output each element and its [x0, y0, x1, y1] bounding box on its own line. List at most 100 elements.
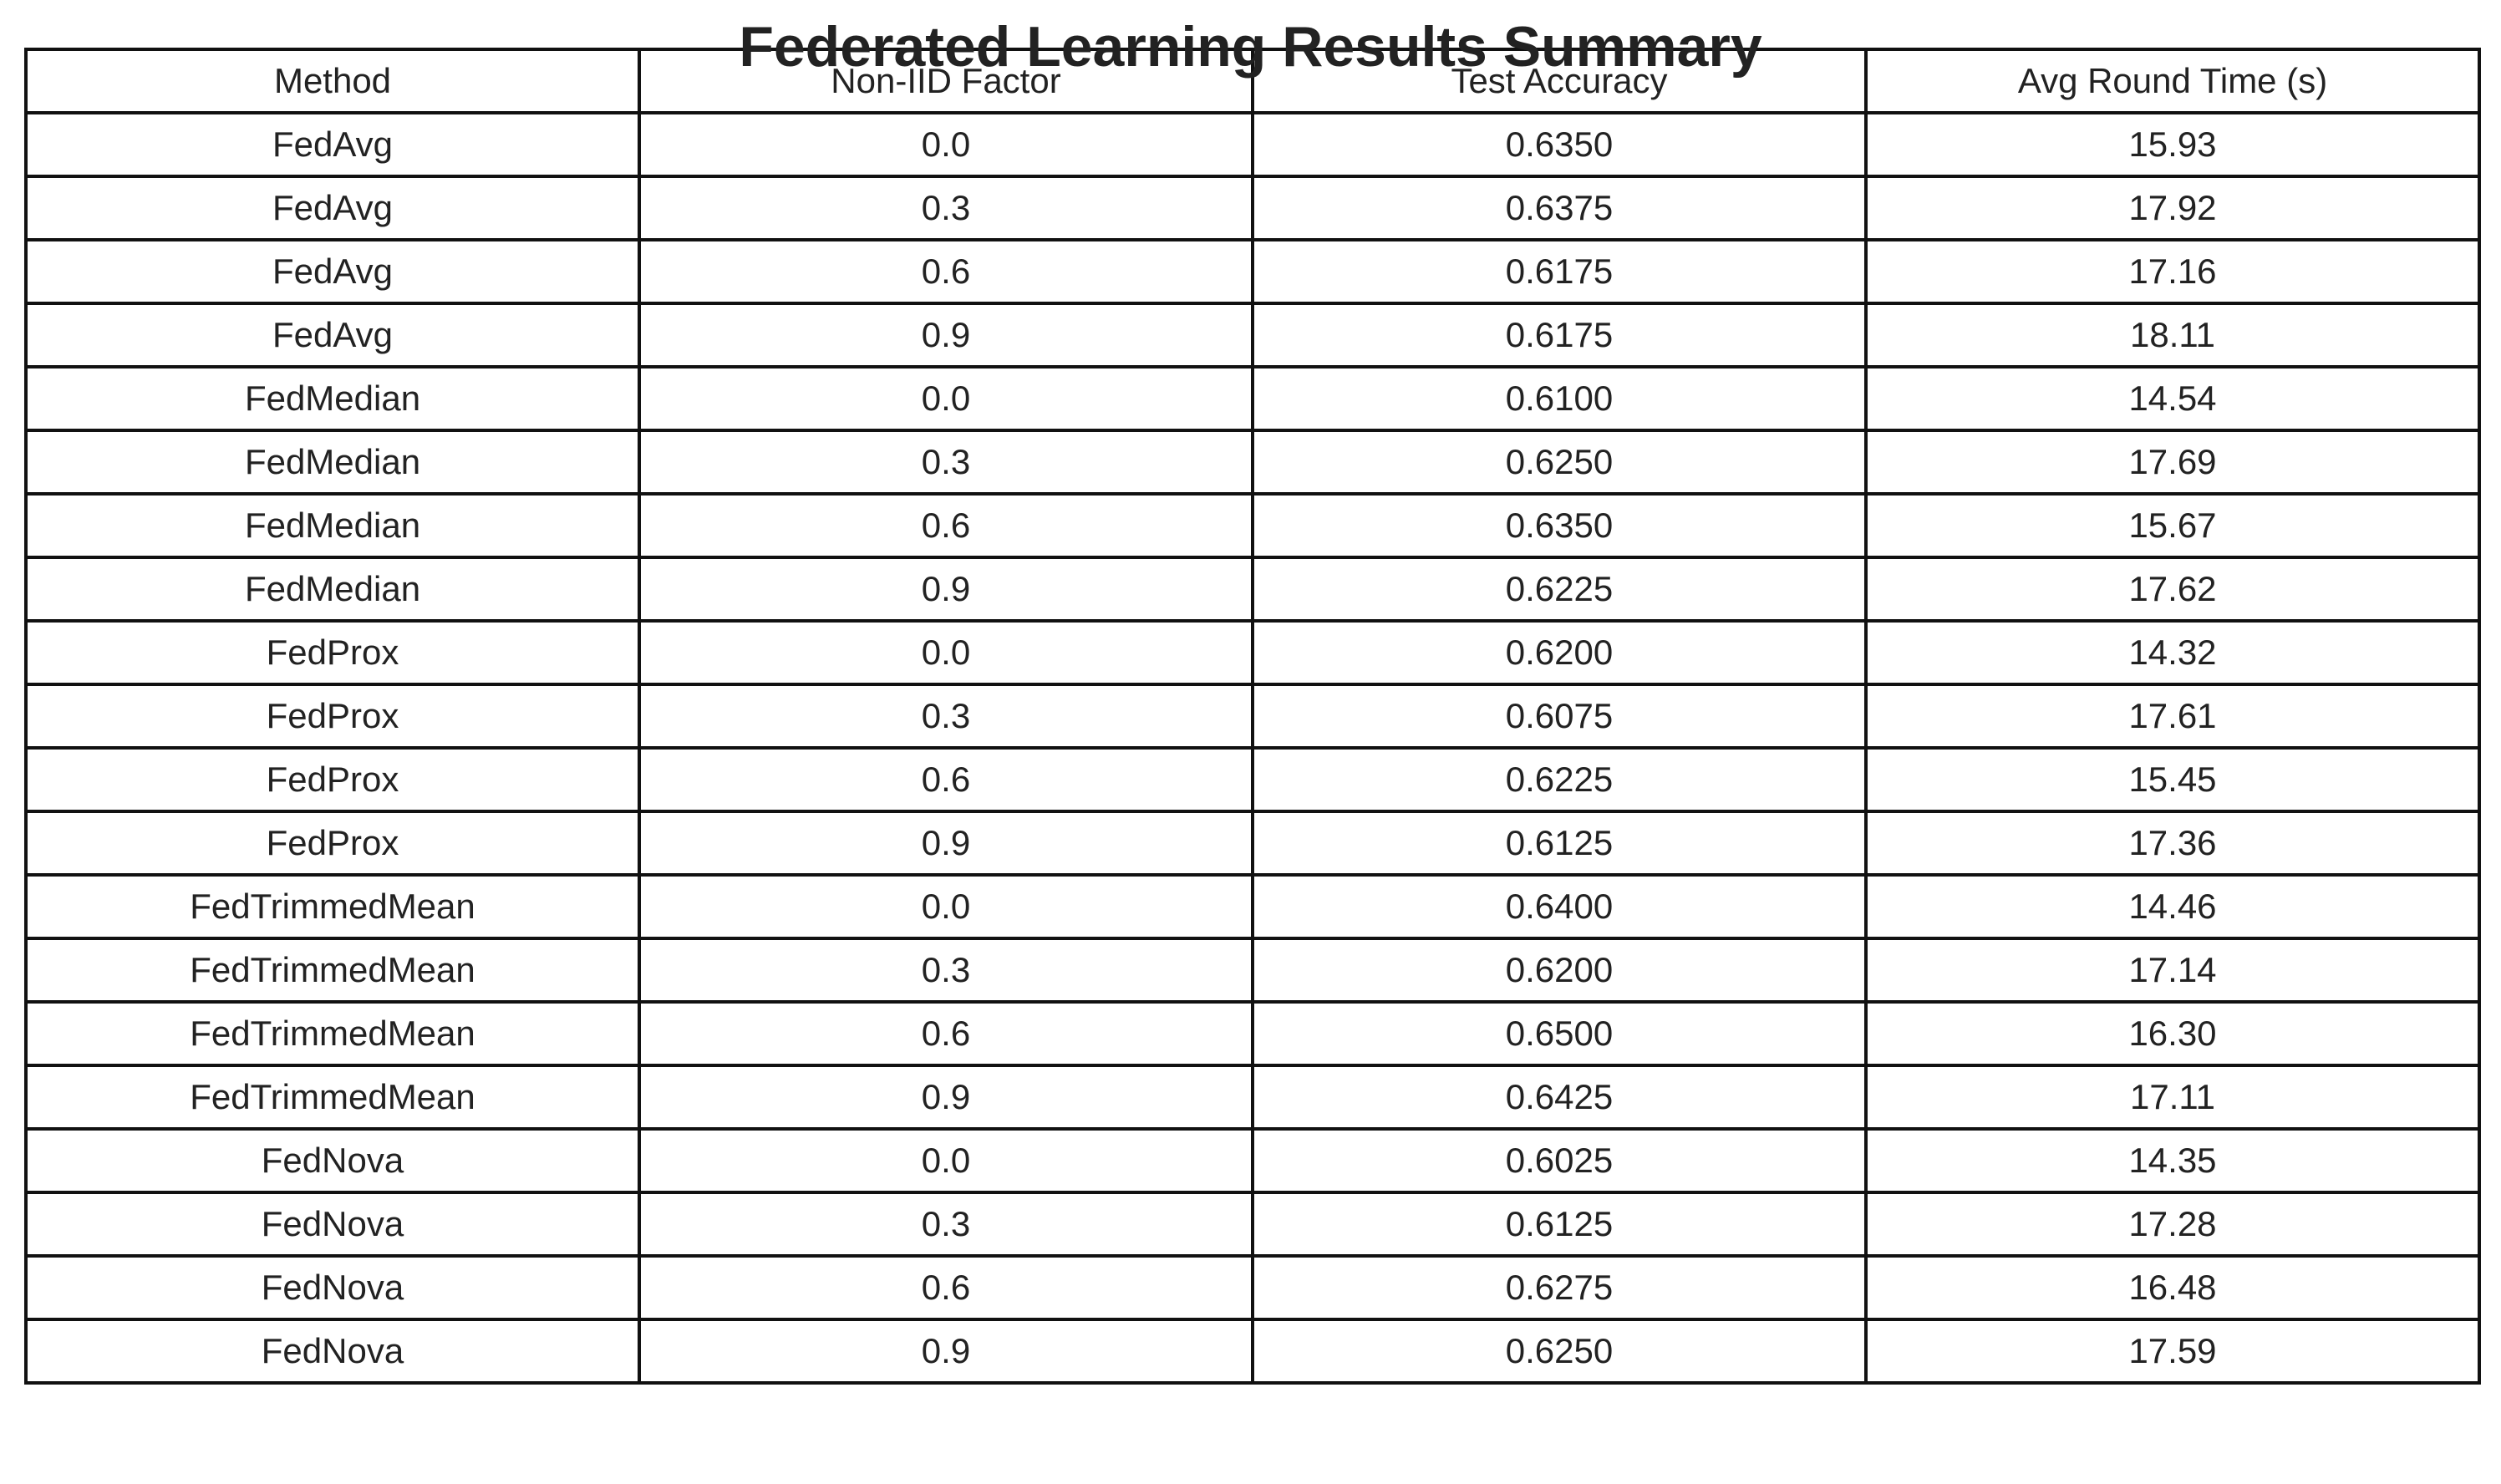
avg-round-time-cell: 16.48 [1864, 1254, 2481, 1321]
avg-round-time-cell: 17.28 [1864, 1191, 2481, 1258]
test-accuracy-cell: 0.6400 [1251, 873, 1868, 940]
non-iid-factor-cell: 0.0 [638, 111, 1254, 178]
avg-round-time-cell: 14.46 [1864, 873, 2481, 940]
avg-round-time-cell: 14.32 [1864, 619, 2481, 686]
method-cell: FedTrimmedMean [24, 1064, 641, 1131]
avg-round-time-cell: 17.14 [1864, 937, 2481, 1004]
method-cell: FedNova [24, 1191, 641, 1258]
non-iid-factor-cell: 0.6 [638, 238, 1254, 305]
table-row: FedProx 0.3 0.6075 17.61 [24, 683, 2481, 750]
avg-round-time-cell: 17.16 [1864, 238, 2481, 305]
test-accuracy-cell: 0.6350 [1251, 492, 1868, 559]
table-row: FedTrimmedMean 0.3 0.6200 17.14 [24, 937, 2481, 1004]
test-accuracy-cell: 0.6425 [1251, 1064, 1868, 1131]
table-row: FedNova 0.6 0.6275 16.48 [24, 1254, 2481, 1321]
avg-round-time-cell: 15.45 [1864, 746, 2481, 813]
method-cell: FedNova [24, 1127, 641, 1194]
test-accuracy-cell: 0.6200 [1251, 937, 1868, 1004]
method-cell: FedTrimmedMean [24, 1000, 641, 1067]
test-accuracy-cell: 0.6100 [1251, 365, 1868, 432]
non-iid-factor-cell: 0.3 [638, 683, 1254, 750]
table-row: FedMedian 0.3 0.6250 17.69 [24, 429, 2481, 496]
avg-round-time-cell: 17.92 [1864, 175, 2481, 241]
table-row: FedMedian 0.9 0.6225 17.62 [24, 556, 2481, 623]
non-iid-factor-cell: 0.3 [638, 937, 1254, 1004]
table-row: FedNova 0.0 0.6025 14.35 [24, 1127, 2481, 1194]
test-accuracy-cell: 0.6225 [1251, 556, 1868, 623]
table-body: FedAvg 0.0 0.6350 15.93 FedAvg 0.3 0.6375 17.92… [24, 111, 2481, 1385]
test-accuracy-cell: 0.6350 [1251, 111, 1868, 178]
table-row: FedTrimmedMean 0.9 0.6425 17.11 [24, 1064, 2481, 1131]
non-iid-factor-cell: 0.0 [638, 873, 1254, 940]
method-cell: FedNova [24, 1318, 641, 1385]
test-accuracy-cell: 0.6250 [1251, 429, 1868, 496]
non-iid-factor-cell: 0.0 [638, 365, 1254, 432]
avg-round-time-cell: 16.30 [1864, 1000, 2481, 1067]
avg-round-time-cell: 15.67 [1864, 492, 2481, 559]
method-cell: FedProx [24, 619, 641, 686]
column-header-avg-round-time: Avg Round Time (s) [1864, 48, 2481, 114]
non-iid-factor-cell: 0.6 [638, 1000, 1254, 1067]
avg-round-time-cell: 17.62 [1864, 556, 2481, 623]
non-iid-factor-cell: 0.9 [638, 1318, 1254, 1385]
column-header-non-iid-factor: Non-IID Factor [638, 48, 1254, 114]
non-iid-factor-cell: 0.9 [638, 556, 1254, 623]
table-row: FedAvg 0.6 0.6175 17.16 [24, 238, 2481, 305]
test-accuracy-cell: 0.6225 [1251, 746, 1868, 813]
test-accuracy-cell: 0.6200 [1251, 619, 1868, 686]
non-iid-factor-cell: 0.3 [638, 1191, 1254, 1258]
table-row: FedMedian 0.0 0.6100 14.54 [24, 365, 2481, 432]
method-cell: FedTrimmedMean [24, 873, 641, 940]
table-row: FedNova 0.9 0.6250 17.59 [24, 1318, 2481, 1385]
method-cell: FedNova [24, 1254, 641, 1321]
method-cell: FedProx [24, 810, 641, 877]
avg-round-time-cell: 17.69 [1864, 429, 2481, 496]
avg-round-time-cell: 17.36 [1864, 810, 2481, 877]
column-header-method: Method [24, 48, 641, 114]
non-iid-factor-cell: 0.6 [638, 1254, 1254, 1321]
avg-round-time-cell: 15.93 [1864, 111, 2481, 178]
non-iid-factor-cell: 0.6 [638, 746, 1254, 813]
method-cell: FedAvg [24, 111, 641, 178]
non-iid-factor-cell: 0.9 [638, 1064, 1254, 1131]
avg-round-time-cell: 17.61 [1864, 683, 2481, 750]
method-cell: FedTrimmedMean [24, 937, 641, 1004]
method-cell: FedProx [24, 746, 641, 813]
non-iid-factor-cell: 0.0 [638, 1127, 1254, 1194]
avg-round-time-cell: 17.11 [1864, 1064, 2481, 1131]
table-row: FedProx 0.0 0.6200 14.32 [24, 619, 2481, 686]
table-row: FedProx 0.6 0.6225 15.45 [24, 746, 2481, 813]
test-accuracy-cell: 0.6500 [1251, 1000, 1868, 1067]
method-cell: FedAvg [24, 238, 641, 305]
table-row: FedAvg 0.0 0.6350 15.93 [24, 111, 2481, 178]
method-cell: FedMedian [24, 492, 641, 559]
test-accuracy-cell: 0.6075 [1251, 683, 1868, 750]
results-table: Method Non-IID Factor Test Accuracy Avg … [24, 48, 2481, 1385]
method-cell: FedMedian [24, 365, 641, 432]
test-accuracy-cell: 0.6250 [1251, 1318, 1868, 1385]
test-accuracy-cell: 0.6175 [1251, 238, 1868, 305]
table-row: FedAvg 0.9 0.6175 18.11 [24, 302, 2481, 368]
test-accuracy-cell: 0.6275 [1251, 1254, 1868, 1321]
non-iid-factor-cell: 0.3 [638, 175, 1254, 241]
non-iid-factor-cell: 0.0 [638, 619, 1254, 686]
method-cell: FedAvg [24, 302, 641, 368]
chart-title: Federated Learning Results Summary [739, 15, 1762, 79]
table-row: FedProx 0.9 0.6125 17.36 [24, 810, 2481, 877]
table-row: FedNova 0.3 0.6125 17.28 [24, 1191, 2481, 1258]
header-row: Method Non-IID Factor Test Accuracy Avg … [24, 48, 2481, 114]
method-cell: FedAvg [24, 175, 641, 241]
table-row: FedTrimmedMean 0.6 0.6500 16.30 [24, 1000, 2481, 1067]
column-header-test-accuracy: Test Accuracy [1251, 48, 1868, 114]
table-row: FedMedian 0.6 0.6350 15.67 [24, 492, 2481, 559]
test-accuracy-cell: 0.6125 [1251, 1191, 1868, 1258]
table-row: FedTrimmedMean 0.0 0.6400 14.46 [24, 873, 2481, 940]
method-cell: FedProx [24, 683, 641, 750]
table-row: FedAvg 0.3 0.6375 17.92 [24, 175, 2481, 241]
method-cell: FedMedian [24, 556, 641, 623]
avg-round-time-cell: 18.11 [1864, 302, 2481, 368]
non-iid-factor-cell: 0.9 [638, 810, 1254, 877]
non-iid-factor-cell: 0.9 [638, 302, 1254, 368]
test-accuracy-cell: 0.6175 [1251, 302, 1868, 368]
avg-round-time-cell: 14.35 [1864, 1127, 2481, 1194]
